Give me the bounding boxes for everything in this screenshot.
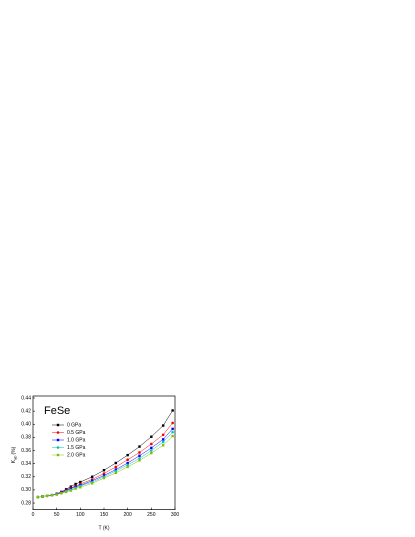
data-point xyxy=(102,474,106,477)
data-point xyxy=(150,442,153,446)
legend-marker xyxy=(56,453,60,457)
data-point xyxy=(138,451,141,454)
data-point xyxy=(126,465,129,469)
y-axis-label: Kab(%) xyxy=(11,446,17,463)
data-point xyxy=(171,430,174,434)
data-point xyxy=(55,493,58,496)
data-point xyxy=(74,485,77,488)
data-point xyxy=(69,487,73,490)
y-tick-label: 0.30 xyxy=(21,487,31,493)
legend-marker xyxy=(56,423,60,427)
data-point xyxy=(114,465,118,469)
legend-label: 0.5 GPa xyxy=(67,430,86,436)
data-point xyxy=(60,491,63,495)
x-tick-label: 300 xyxy=(171,512,180,518)
y-label-unit: (%) xyxy=(11,446,17,454)
data-point xyxy=(138,445,141,448)
data-point xyxy=(69,489,73,492)
legend-marker xyxy=(56,431,60,434)
data-point xyxy=(171,409,174,412)
data-point xyxy=(74,482,77,486)
y-tick-label: 0.42 xyxy=(21,408,31,414)
x-tick-label: 50 xyxy=(54,512,60,518)
y-tick-label: 0.32 xyxy=(21,474,31,480)
y-label-sub: ab xyxy=(13,455,18,460)
data-point xyxy=(90,482,94,485)
data-point xyxy=(36,495,39,499)
x-tick-label: 0 xyxy=(32,512,35,518)
data-point xyxy=(138,454,141,457)
data-point xyxy=(161,433,165,437)
data-point xyxy=(126,458,129,462)
legend-marker xyxy=(56,438,60,442)
data-point xyxy=(102,472,106,475)
series-line xyxy=(37,422,173,498)
data-point xyxy=(161,444,165,447)
data-point xyxy=(150,435,153,438)
data-point xyxy=(69,485,73,488)
data-point xyxy=(46,494,49,498)
y-label-main: K xyxy=(11,459,17,463)
data-point xyxy=(79,480,82,484)
x-tick-label: 200 xyxy=(123,512,132,518)
data-point xyxy=(126,463,129,467)
data-point xyxy=(50,493,54,497)
data-point xyxy=(90,475,94,478)
y-tick-label: 0.34 xyxy=(21,461,31,467)
x-axis-label: T (K) xyxy=(98,525,109,531)
y-tick-label: 0.38 xyxy=(21,435,31,441)
data-point xyxy=(79,486,82,489)
data-point xyxy=(150,449,153,452)
legend-label: 2.0 GPa xyxy=(67,452,86,458)
data-point xyxy=(150,451,153,455)
data-point xyxy=(114,469,118,473)
data-point xyxy=(171,434,174,438)
data-point xyxy=(126,453,129,457)
data-point xyxy=(171,427,174,431)
data-point xyxy=(114,461,118,465)
annotation: FeSe xyxy=(44,405,70,417)
y-tick-label: 0.44 xyxy=(21,395,31,401)
data-point xyxy=(138,459,141,462)
data-point xyxy=(171,421,174,425)
x-tick-label: 250 xyxy=(147,512,156,518)
data-point xyxy=(64,490,68,494)
data-point xyxy=(41,495,44,498)
legend-label: 1.0 GPa xyxy=(67,437,86,443)
x-tick-label: 150 xyxy=(100,512,109,518)
legend-label: 1.5 GPa xyxy=(67,445,86,451)
series-line xyxy=(37,435,173,498)
x-tick-label: 100 xyxy=(76,512,85,518)
data-point xyxy=(114,471,118,475)
data-point xyxy=(138,457,141,460)
data-point xyxy=(161,424,165,427)
data-point xyxy=(126,461,129,465)
data-point xyxy=(90,479,94,482)
data-point xyxy=(102,469,106,472)
series-line xyxy=(37,431,173,498)
data-point xyxy=(114,468,118,471)
data-point xyxy=(74,487,77,490)
data-point xyxy=(102,476,106,480)
data-point xyxy=(150,446,153,450)
legend-marker xyxy=(56,446,60,449)
y-tick-label: 0.40 xyxy=(21,422,31,428)
data-point xyxy=(161,438,165,441)
data-point xyxy=(161,440,165,444)
legend-label: 0 GPa xyxy=(67,422,81,428)
y-tick-label: 0.28 xyxy=(21,500,31,506)
y-tick-label: 0.36 xyxy=(21,448,31,454)
